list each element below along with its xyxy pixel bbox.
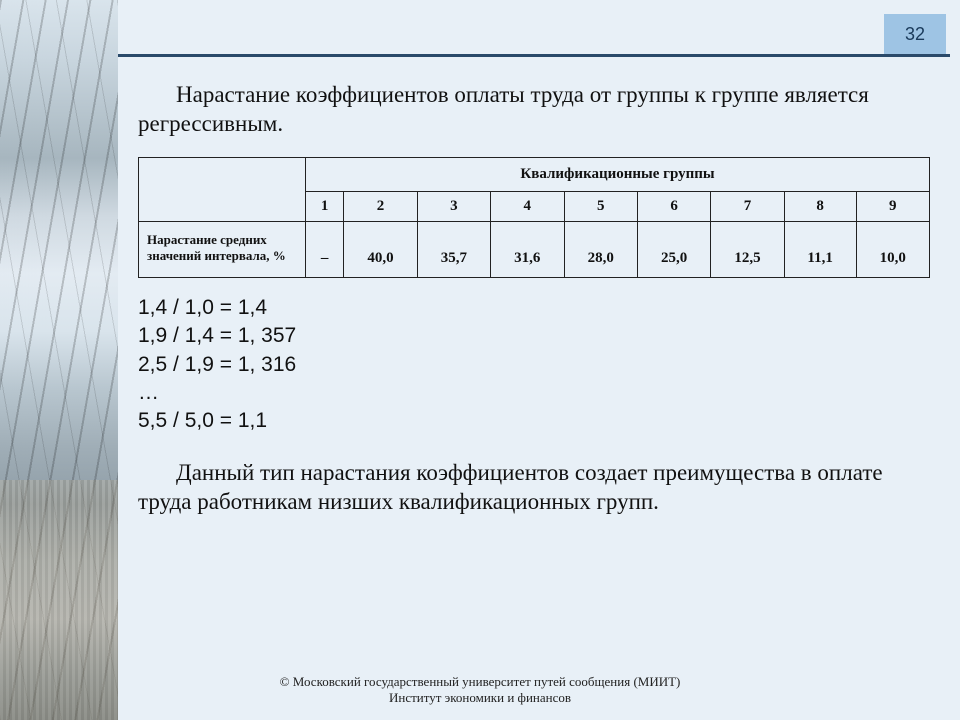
table-val-9: 10,0 (856, 221, 929, 277)
table-values-row: Нарастание средних значений интервала, %… (139, 221, 930, 277)
table-val-6: 25,0 (637, 221, 710, 277)
table-col-3: 3 (417, 191, 490, 221)
table-col-5: 5 (564, 191, 637, 221)
table-corner-blank (139, 157, 306, 221)
footer-line-1: © Московский государственный университет… (0, 674, 960, 690)
table-val-8: 11,1 (784, 221, 856, 277)
calc-line-4: … (138, 381, 159, 404)
table-val-2: 40,0 (344, 221, 417, 277)
qualification-table: Квалификационные группы 1 2 3 4 5 6 7 8 … (138, 157, 930, 278)
table-header-title: Квалификационные группы (306, 157, 930, 191)
calc-line-3: 2,5 / 1,9 = 1, 316 (138, 353, 296, 376)
slide-footer: © Московский государственный университет… (0, 674, 960, 707)
table-val-1: – (306, 221, 344, 277)
paragraph-bottom-text: Данный тип нарастания коэффициентов созд… (138, 460, 883, 515)
page-number-badge: 32 (884, 14, 946, 54)
table-val-5: 28,0 (564, 221, 637, 277)
slide-content: Нарастание коэффициентов оплаты труда от… (138, 80, 930, 690)
table-val-7: 12,5 (711, 221, 784, 277)
page-number: 32 (905, 24, 925, 45)
calc-line-2: 1,9 / 1,4 = 1, 357 (138, 324, 296, 347)
calculations-block: 1,4 / 1,0 = 1,4 1,9 / 1,4 = 1, 357 2,5 /… (138, 294, 930, 436)
table-val-3: 35,7 (417, 221, 490, 277)
table-col-6: 6 (637, 191, 710, 221)
table-col-1: 1 (306, 191, 344, 221)
paragraph-top: Нарастание коэффициентов оплаты труда от… (138, 80, 930, 139)
calc-line-1: 1,4 / 1,0 = 1,4 (138, 296, 267, 319)
paragraph-top-text: Нарастание коэффициентов оплаты труда от… (138, 82, 869, 136)
sidebar-photo (0, 0, 118, 720)
table-col-2: 2 (344, 191, 417, 221)
table-col-9: 9 (856, 191, 929, 221)
paragraph-bottom: Данный тип нарастания коэффициентов созд… (138, 458, 930, 518)
table-row-label: Нарастание средних значений интервала, % (139, 221, 306, 277)
calc-line-5: 5,5 / 5,0 = 1,1 (138, 409, 267, 432)
table-col-4: 4 (491, 191, 564, 221)
table-col-7: 7 (711, 191, 784, 221)
table-val-4: 31,6 (491, 221, 564, 277)
footer-line-2: Институт экономики и финансов (0, 690, 960, 706)
table-col-8: 8 (784, 191, 856, 221)
header-rule (118, 54, 950, 57)
